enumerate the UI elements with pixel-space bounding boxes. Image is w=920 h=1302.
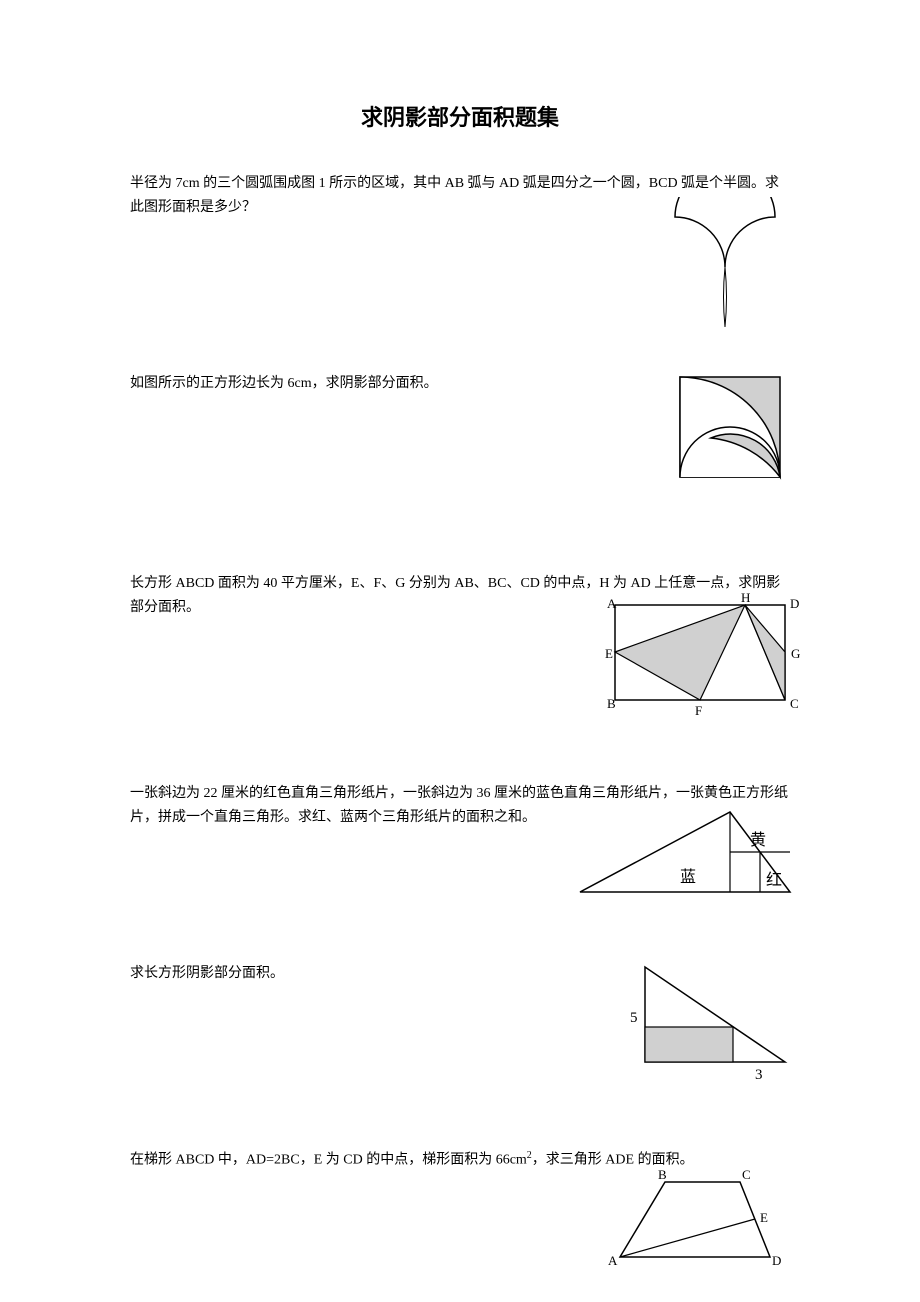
- label-E: E: [605, 646, 613, 661]
- label-A: A: [607, 596, 617, 611]
- problem-3: 长方形 ABCD 面积为 40 平方厘米，E、F、G 分别为 AB、BC、CD …: [130, 572, 790, 752]
- page-title: 求阴影部分面积题集: [130, 100, 790, 132]
- problem-5: 求长方形阴影部分面积。 5 3: [130, 962, 790, 1117]
- problem-4: 一张斜边为 22 厘米的红色直角三角形纸片，一张斜边为 36 厘米的蓝色直角三角…: [130, 782, 790, 932]
- label-H: H: [741, 590, 750, 605]
- label-E6: E: [760, 1210, 768, 1225]
- label-D6: D: [772, 1253, 781, 1268]
- figure-2: [670, 367, 790, 492]
- problem-6-prefix: 在梯形 ABCD 中，AD=2BC，E 为 CD 的中点，梯形面积为 66cm: [130, 1153, 527, 1168]
- figure-1: [650, 197, 800, 342]
- label-B6: B: [658, 1167, 667, 1182]
- problem-6: 在梯形 ABCD 中，AD=2BC，E 为 CD 的中点，梯形面积为 66cm2…: [130, 1147, 790, 1277]
- label-C: C: [790, 696, 799, 711]
- label-C6: C: [742, 1167, 751, 1182]
- label-F: F: [695, 703, 702, 718]
- label-blue: 蓝: [680, 868, 696, 886]
- figure-3: A D E G B F C H: [595, 590, 805, 725]
- problem-2: 如图所示的正方形边长为 6cm，求阴影部分面积。: [130, 372, 790, 542]
- label-G: G: [791, 646, 800, 661]
- label-D: D: [790, 596, 799, 611]
- problem-6-suffix: ，求三角形 ADE 的面积。: [532, 1153, 694, 1168]
- label-red: 红: [766, 871, 782, 889]
- label-yellow: 黄: [750, 831, 766, 849]
- label-3: 3: [755, 1067, 763, 1083]
- label-A6: A: [608, 1253, 618, 1268]
- problem-1: 半径为 7cm 的三个圆弧围成图 1 所示的区域，其中 AB 弧与 AD 弧是四…: [130, 172, 790, 342]
- figure-4: 蓝 黄 红: [570, 802, 800, 907]
- figure-6: B C E A D: [600, 1167, 790, 1277]
- label-5: 5: [630, 1010, 638, 1026]
- figure-5: 5 3: [620, 957, 800, 1092]
- label-B: B: [607, 696, 616, 711]
